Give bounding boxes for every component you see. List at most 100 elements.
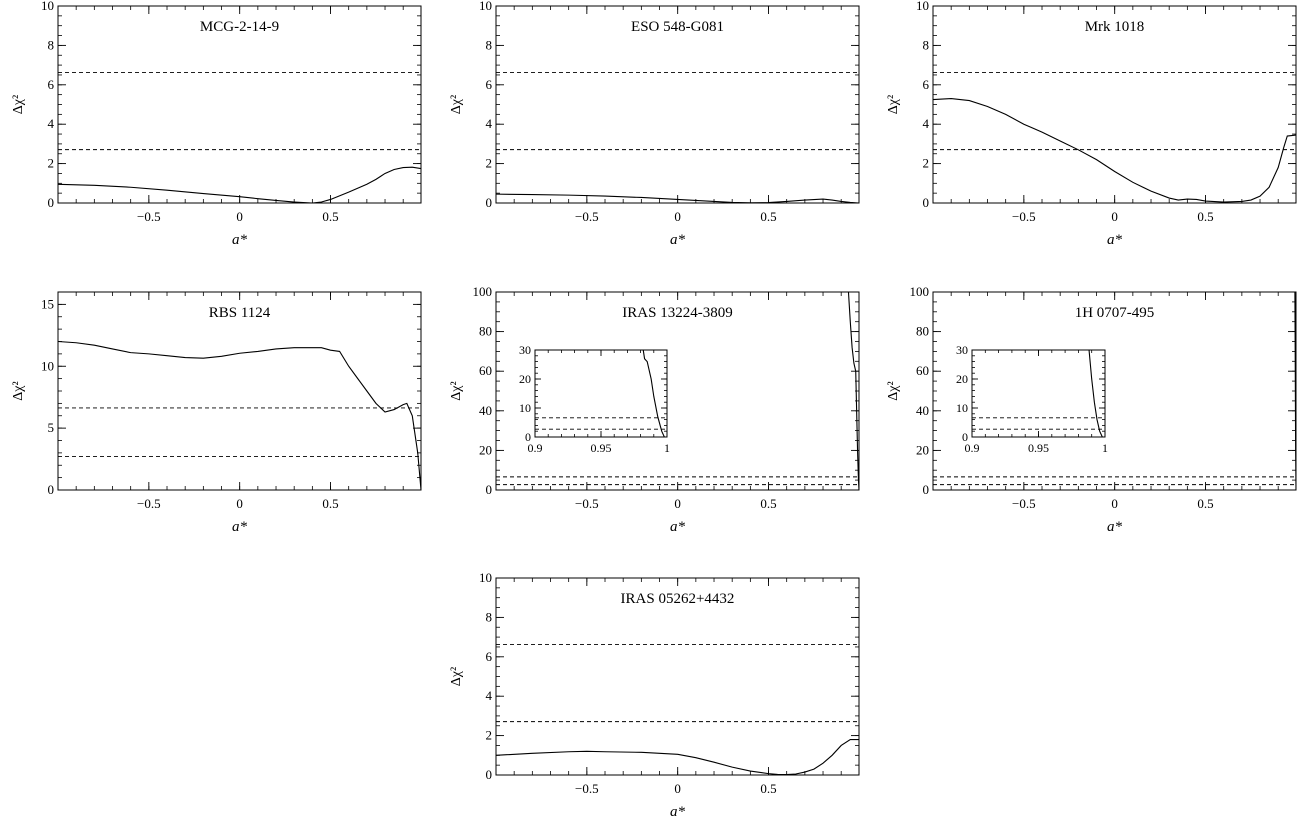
x-tick-label: 0 <box>1111 209 1118 224</box>
y-tick-label: 4 <box>923 116 930 131</box>
x-tick-label: 1 <box>1102 441 1108 455</box>
x-tick-label: 0.9 <box>528 441 543 455</box>
y-tick-label: 0 <box>923 195 930 210</box>
x-tick-label: 0.5 <box>322 209 338 224</box>
inset-background <box>972 350 1105 437</box>
x-tick-label: 0 <box>674 209 681 224</box>
y-tick-label: 6 <box>486 77 493 92</box>
x-axis-label: a* <box>232 519 248 535</box>
panel-title: MCG-2-14-9 <box>200 19 279 35</box>
x-axis-label: a* <box>1107 232 1123 248</box>
panel-1: −0.5 0 0.5 0 2 4 6 8 10 ESO 548-G081 a* Δχ² <box>449 0 860 248</box>
y-tick-label: 4 <box>486 688 493 703</box>
panel-title: Mrk 1018 <box>1085 19 1145 35</box>
y-tick-label: 30 <box>956 343 968 357</box>
panel-3: −0.5 0 0.5 0 5 10 15 RBS 1124 a* Δχ² <box>11 291 422 535</box>
y-tick-label: 0 <box>486 482 493 497</box>
x-tick-label: 0.95 <box>1028 441 1049 455</box>
y-tick-label: 10 <box>519 401 531 415</box>
x-tick-label: −0.5 <box>137 209 161 224</box>
x-tick-label: 0.5 <box>1197 209 1213 224</box>
panel-0: −0.5 0 0.5 0 2 4 6 8 10 MCG-2-14-9 a* Δχ² <box>11 0 422 248</box>
y-tick-label: 10 <box>916 0 929 13</box>
x-tick-label: −0.5 <box>575 209 599 224</box>
panel-title: IRAS 13224-3809 <box>622 305 732 321</box>
x-tick-label: −0.5 <box>137 496 161 511</box>
panel-2: −0.5 0 0.5 0 2 4 6 8 10 Mrk 1018 a* Δχ² <box>886 0 1297 248</box>
y-tick-label: 100 <box>910 284 930 299</box>
y-axis-label: Δχ² <box>449 95 464 114</box>
y-tick-label: 10 <box>479 0 492 13</box>
y-tick-label: 60 <box>479 363 492 378</box>
delta-chi2-curve <box>847 292 859 490</box>
y-tick-label: 0 <box>962 430 968 444</box>
y-tick-label: 5 <box>48 420 55 435</box>
x-tick-label: 0 <box>674 496 681 511</box>
plot-frame <box>932 291 1297 491</box>
x-tick-label: 0.5 <box>760 496 776 511</box>
x-tick-label: 0 <box>236 209 243 224</box>
y-axis-label: Δχ² <box>11 381 26 400</box>
y-axis-label: Δχ² <box>449 381 464 400</box>
y-tick-label: 8 <box>48 37 55 52</box>
delta-chi2-curve <box>496 738 859 775</box>
plot-frame <box>971 349 1106 438</box>
plot-frame <box>57 5 422 204</box>
y-tick-label: 10 <box>41 358 54 373</box>
x-tick-label: 0.5 <box>760 781 776 796</box>
inset-background <box>535 350 667 437</box>
y-tick-label: 10 <box>956 401 968 415</box>
x-tick-label: −0.5 <box>575 781 599 796</box>
y-tick-label: 8 <box>923 37 930 52</box>
y-tick-label: 8 <box>486 37 493 52</box>
plot-frame <box>932 5 1297 204</box>
y-tick-label: 0 <box>486 767 493 782</box>
panel-6: −0.5 0 0.5 0 2 4 6 8 10 IRAS 05262+4432 a* Δχ² <box>449 570 860 820</box>
x-axis-label: a* <box>670 519 686 535</box>
delta-chi2-curve <box>642 350 665 437</box>
x-axis-label: a* <box>1107 519 1123 535</box>
x-tick-label: −0.5 <box>1012 496 1036 511</box>
x-tick-label: −0.5 <box>575 496 599 511</box>
y-tick-label: 0 <box>48 482 55 497</box>
y-tick-label: 10 <box>479 570 492 585</box>
y-tick-label: 0 <box>48 195 55 210</box>
x-axis-label: a* <box>232 232 248 248</box>
y-tick-label: 8 <box>486 609 493 624</box>
plot-frame <box>495 5 860 204</box>
delta-chi2-curve <box>1088 350 1103 437</box>
y-tick-label: 2 <box>486 156 493 171</box>
y-tick-label: 4 <box>486 116 493 131</box>
panel-title: RBS 1124 <box>209 305 271 321</box>
y-tick-label: 20 <box>956 372 968 386</box>
y-tick-label: 2 <box>923 156 930 171</box>
y-tick-label: 0 <box>525 430 531 444</box>
x-tick-label: 0.5 <box>322 496 338 511</box>
y-tick-label: 2 <box>486 728 493 743</box>
plot-frame <box>495 577 860 776</box>
y-tick-label: 10 <box>41 0 54 13</box>
x-axis-label: a* <box>670 804 686 820</box>
y-axis-label: Δχ² <box>449 667 464 686</box>
y-axis-label: Δχ² <box>886 381 901 400</box>
x-tick-label: 0.5 <box>1197 496 1213 511</box>
delta-chi2-curve <box>58 166 421 203</box>
x-tick-label: −0.5 <box>1012 209 1036 224</box>
y-tick-label: 80 <box>916 324 929 339</box>
plot-frame <box>57 291 422 491</box>
panel-title: IRAS 05262+4432 <box>621 591 735 607</box>
y-tick-label: 15 <box>41 296 54 311</box>
y-tick-label: 80 <box>479 324 492 339</box>
x-tick-label: 0.5 <box>760 209 776 224</box>
y-tick-label: 20 <box>479 442 492 457</box>
delta-chi2-curve <box>58 340 421 490</box>
x-axis-label: a* <box>670 232 686 248</box>
y-tick-label: 6 <box>923 77 930 92</box>
y-tick-label: 0 <box>486 195 493 210</box>
x-tick-label: 0 <box>674 781 681 796</box>
